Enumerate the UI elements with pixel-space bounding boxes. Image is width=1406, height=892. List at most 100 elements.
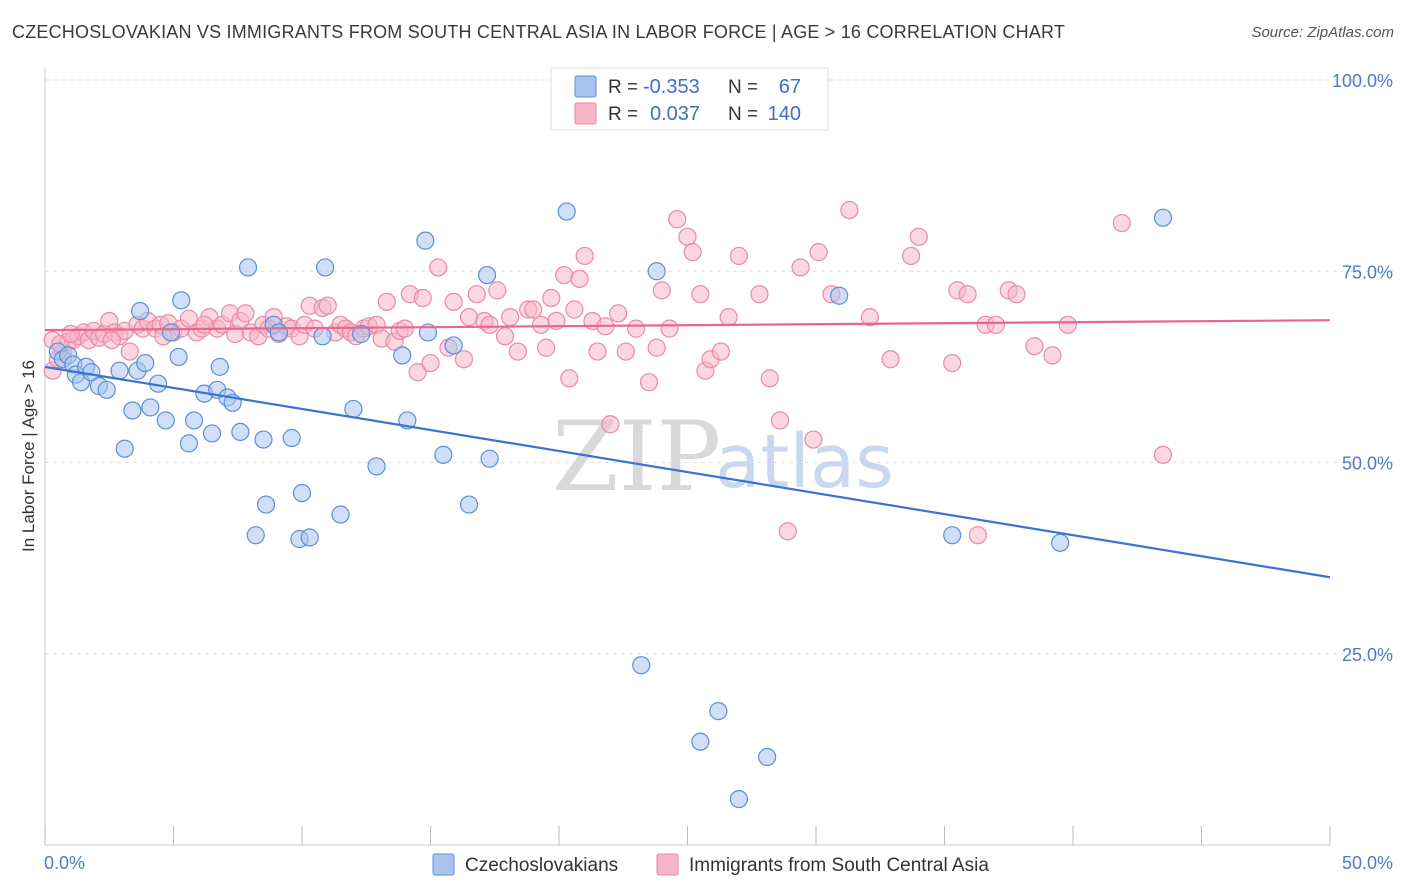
watermark: ZIP atlas bbox=[552, 401, 894, 513]
y-tick-label-0: 100.0% bbox=[1332, 71, 1393, 91]
point-immigrants-126 bbox=[986, 315, 1006, 334]
point-immigrants-86 bbox=[570, 269, 589, 288]
point-immigrants-64 bbox=[421, 353, 440, 373]
point-czechoslovakians-23 bbox=[184, 411, 204, 430]
point-immigrants-130 bbox=[1043, 346, 1062, 365]
point-immigrants-114 bbox=[809, 243, 828, 262]
point-czechoslovakians-19 bbox=[161, 323, 181, 342]
point-immigrants-84 bbox=[560, 369, 579, 388]
point-immigrants-131 bbox=[1058, 315, 1077, 334]
y-tick-label-2: 50.0% bbox=[1342, 454, 1393, 474]
point-immigrants-83 bbox=[555, 265, 574, 285]
point-immigrants-67 bbox=[444, 292, 463, 311]
point-immigrants-70 bbox=[467, 285, 486, 304]
point-immigrants-33 bbox=[236, 304, 255, 323]
series-legend-swatch-blue bbox=[432, 853, 455, 876]
series-legend: Czechoslovakians Immigrants from South C… bbox=[432, 853, 989, 876]
point-immigrants-120 bbox=[909, 227, 928, 246]
point-czechoslovakians-59 bbox=[691, 732, 710, 751]
point-immigrants-132 bbox=[1112, 213, 1131, 233]
point-czechoslovakians-36 bbox=[269, 323, 288, 342]
point-czechoslovakians-10 bbox=[110, 361, 129, 380]
point-immigrants-69 bbox=[459, 308, 479, 327]
point-immigrants-81 bbox=[542, 288, 561, 308]
trend-line-czechoslovakians bbox=[44, 365, 1331, 579]
point-czechoslovakians-56 bbox=[557, 202, 576, 221]
point-immigrants-106 bbox=[719, 308, 738, 327]
point-immigrants-62 bbox=[408, 363, 427, 382]
point-immigrants-109 bbox=[760, 369, 779, 388]
point-immigrants-15 bbox=[120, 342, 139, 361]
legend-n-label-blue: N = bbox=[728, 77, 758, 98]
y-tick-label-1: 75.0% bbox=[1342, 262, 1393, 282]
point-czechoslovakians-25 bbox=[202, 424, 222, 443]
legend-r-label-blue: R = bbox=[608, 77, 638, 98]
point-czechoslovakians-61 bbox=[729, 789, 749, 809]
correlation-legend: R = -0.353 N = 67 R = 0.037 N = 140 bbox=[550, 67, 829, 131]
legend-n-label-pink: N = bbox=[728, 104, 758, 125]
point-immigrants-102 bbox=[691, 285, 710, 304]
point-immigrants-105 bbox=[711, 342, 731, 361]
point-immigrants-139 bbox=[195, 315, 214, 334]
point-immigrants-124 bbox=[968, 526, 988, 545]
point-immigrants-100 bbox=[678, 227, 697, 246]
point-czechoslovakians-49 bbox=[416, 231, 435, 250]
point-immigrants-60 bbox=[395, 319, 414, 338]
y-tick-label-3: 25.0% bbox=[1342, 645, 1393, 665]
point-czechoslovakians-33 bbox=[254, 430, 273, 449]
point-immigrants-133 bbox=[1153, 445, 1173, 464]
point-czechoslovakians-51 bbox=[434, 445, 453, 464]
point-immigrants-129 bbox=[1025, 337, 1044, 356]
point-immigrants-136 bbox=[61, 324, 80, 344]
point-immigrants-94 bbox=[626, 319, 646, 338]
point-immigrants-92 bbox=[609, 304, 628, 323]
point-immigrants-119 bbox=[901, 246, 921, 266]
point-immigrants-89 bbox=[588, 342, 607, 361]
point-czechoslovakians-52 bbox=[444, 336, 463, 355]
point-czechoslovakians-14 bbox=[130, 301, 150, 321]
point-czechoslovakians-21 bbox=[172, 291, 191, 310]
point-czechoslovakians-16 bbox=[141, 398, 160, 417]
point-czechoslovakians-53 bbox=[459, 495, 479, 514]
point-czechoslovakians-46 bbox=[367, 457, 386, 476]
point-immigrants-73 bbox=[488, 281, 507, 300]
point-immigrants-78 bbox=[524, 300, 543, 319]
tick-labels: 100.0% 75.0% 50.0% 25.0% 0.0% 50.0% bbox=[44, 71, 1393, 873]
x-tick-label-0: 0.0% bbox=[44, 853, 85, 873]
trend-line-immigrants bbox=[44, 319, 1331, 332]
legend-swatch-blue bbox=[574, 75, 597, 98]
point-czechoslovakians-34 bbox=[256, 495, 276, 514]
series-czechoslovakians-points bbox=[48, 202, 1173, 809]
point-immigrants-75 bbox=[501, 308, 520, 327]
point-immigrants-128 bbox=[1007, 285, 1026, 304]
legend-r-value-blue: -0.353 bbox=[643, 76, 700, 98]
point-czechoslovakians-15 bbox=[136, 353, 155, 373]
watermark-zip: ZIP bbox=[552, 401, 721, 513]
point-immigrants-91 bbox=[601, 415, 620, 434]
point-immigrants-110 bbox=[770, 411, 790, 430]
series-legend-swatch-pink bbox=[656, 853, 679, 876]
legend-n-value-pink: 140 bbox=[768, 103, 801, 125]
point-immigrants-118 bbox=[881, 350, 900, 369]
point-immigrants-108 bbox=[750, 285, 769, 304]
point-czechoslovakians-45 bbox=[352, 324, 371, 344]
point-czechoslovakians-44 bbox=[344, 399, 363, 419]
series-immigrants-points bbox=[43, 200, 1173, 545]
point-czechoslovakians-18 bbox=[156, 411, 175, 430]
point-czechoslovakians-42 bbox=[313, 327, 332, 346]
point-immigrants-123 bbox=[958, 285, 977, 304]
point-czechoslovakians-30 bbox=[231, 422, 250, 441]
point-immigrants-113 bbox=[804, 430, 823, 449]
point-czechoslovakians-22 bbox=[179, 434, 199, 453]
point-immigrants-97 bbox=[652, 281, 671, 300]
point-immigrants-72 bbox=[480, 315, 499, 334]
series-legend-label-blue: Czechoslovakians bbox=[465, 855, 618, 876]
point-czechoslovakians-54 bbox=[477, 265, 497, 285]
point-czechoslovakians-57 bbox=[632, 656, 651, 675]
point-czechoslovakians-62 bbox=[758, 747, 777, 767]
x-tick-label-1: 50.0% bbox=[1342, 853, 1393, 873]
point-immigrants-65 bbox=[429, 258, 448, 277]
point-immigrants-80 bbox=[537, 338, 556, 357]
grid-lines bbox=[45, 79, 1395, 655]
